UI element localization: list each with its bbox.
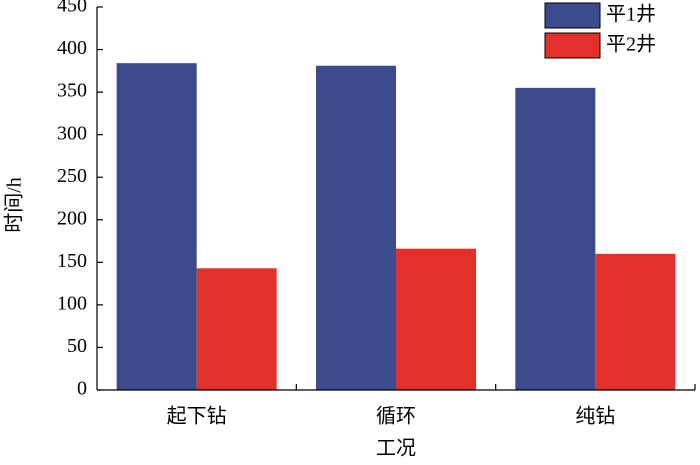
legend-swatch <box>544 2 601 29</box>
y-tick-label: 450 <box>57 0 87 17</box>
x-tick-label: 起下钻 <box>167 405 227 428</box>
bar <box>196 268 277 390</box>
legend-label: 平1井 <box>606 3 656 26</box>
legend-label: 平2井 <box>606 33 656 56</box>
y-tick-label: 200 <box>57 207 87 229</box>
y-tick-label: 350 <box>57 80 87 102</box>
y-tick-label: 100 <box>57 292 87 314</box>
bar <box>595 253 676 390</box>
legend-swatch <box>544 32 601 59</box>
y-tick-label: 150 <box>57 250 87 272</box>
bar <box>316 65 396 390</box>
bar <box>396 248 476 390</box>
x-tick-label: 循环 <box>376 405 416 428</box>
y-axis-label: 时间/h <box>3 177 26 233</box>
x-axis-label: 工况 <box>376 438 416 460</box>
x-tick-label: 纯钻 <box>575 405 615 428</box>
bar <box>515 87 596 390</box>
y-tick-label: 300 <box>57 122 87 144</box>
y-tick-label: 0 <box>77 378 87 400</box>
bar <box>116 63 197 390</box>
y-tick-label: 250 <box>57 165 87 187</box>
y-tick-label: 50 <box>67 335 87 357</box>
y-tick-label: 400 <box>57 37 87 59</box>
